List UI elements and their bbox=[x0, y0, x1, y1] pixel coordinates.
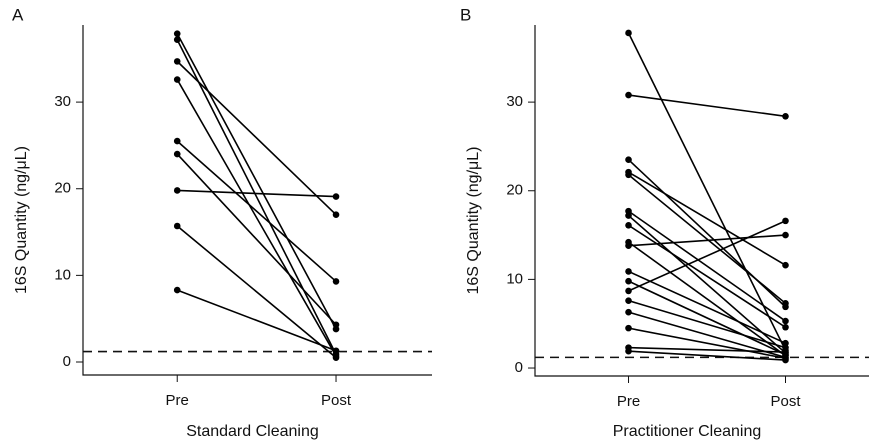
point bbox=[173, 137, 181, 145]
point bbox=[782, 261, 789, 269]
x-tick-label: Post bbox=[321, 392, 352, 409]
y-tick-label: 0 bbox=[63, 353, 71, 370]
y-axis-title: 16S Quantity (ng/μL) bbox=[465, 147, 482, 295]
point bbox=[332, 354, 340, 361]
panel-label: B bbox=[460, 5, 471, 24]
panel-label: A bbox=[12, 5, 24, 24]
y-tick-label: 10 bbox=[54, 266, 71, 283]
point bbox=[625, 277, 632, 285]
pair-line bbox=[628, 311, 786, 359]
pair-line bbox=[176, 289, 337, 352]
pair-line bbox=[628, 220, 786, 292]
point bbox=[332, 278, 340, 285]
y-tick-label: 10 bbox=[506, 270, 523, 287]
point bbox=[332, 193, 340, 200]
point bbox=[782, 317, 789, 325]
point bbox=[782, 323, 789, 331]
x-axis-title: Standard Cleaning bbox=[186, 423, 319, 440]
point bbox=[173, 76, 181, 83]
point bbox=[625, 222, 632, 229]
point bbox=[625, 308, 632, 316]
pair-line bbox=[176, 79, 337, 357]
point bbox=[782, 112, 789, 120]
point bbox=[625, 242, 632, 250]
x-tick-label: Pre bbox=[166, 392, 189, 409]
point bbox=[625, 287, 632, 295]
pair-line bbox=[628, 280, 786, 356]
pair-line bbox=[176, 60, 337, 216]
point bbox=[625, 171, 632, 179]
pair-line bbox=[176, 153, 337, 326]
point bbox=[625, 297, 632, 304]
pair-line bbox=[628, 94, 786, 118]
point bbox=[782, 217, 789, 225]
point bbox=[625, 91, 632, 99]
point bbox=[782, 348, 789, 356]
y-axis-title: 16S Quantity (ng/μL) bbox=[13, 146, 30, 294]
pair-line bbox=[628, 270, 786, 344]
point bbox=[625, 268, 632, 275]
point bbox=[782, 300, 789, 307]
point bbox=[332, 347, 340, 355]
point bbox=[173, 30, 181, 37]
pair-line bbox=[628, 241, 786, 357]
point bbox=[625, 324, 632, 332]
pair-line bbox=[176, 225, 337, 359]
pair-line bbox=[627, 32, 787, 351]
pair-line bbox=[627, 214, 787, 354]
y-tick-label: 20 bbox=[506, 182, 523, 199]
x-axis-title: Practitioner Cleaning bbox=[613, 423, 762, 440]
pair-line bbox=[176, 33, 337, 330]
pair-line bbox=[628, 210, 786, 322]
pair-line bbox=[628, 299, 786, 349]
pair-line bbox=[628, 350, 786, 361]
axis-line bbox=[82, 25, 432, 376]
point bbox=[782, 231, 789, 239]
y-tick-label: 20 bbox=[54, 180, 71, 197]
pair-line bbox=[628, 171, 786, 266]
axis-line bbox=[534, 25, 869, 377]
point bbox=[625, 29, 632, 37]
point bbox=[782, 356, 789, 364]
pair-line bbox=[628, 327, 786, 360]
point bbox=[625, 156, 632, 164]
point bbox=[332, 321, 340, 329]
point bbox=[173, 36, 181, 44]
point bbox=[173, 222, 181, 230]
x-tick-label: Pre bbox=[617, 393, 640, 410]
pair-line bbox=[628, 174, 787, 304]
pair-line bbox=[628, 234, 786, 247]
point bbox=[625, 347, 632, 355]
pair-line bbox=[176, 39, 337, 355]
y-tick-label: 0 bbox=[515, 359, 523, 376]
point bbox=[173, 150, 181, 158]
pair-line bbox=[177, 189, 337, 198]
point bbox=[173, 286, 181, 294]
x-tick-label: Post bbox=[770, 393, 801, 410]
y-tick-label: 30 bbox=[506, 93, 523, 110]
point bbox=[173, 187, 181, 194]
point bbox=[173, 58, 181, 65]
y-tick-label: 30 bbox=[54, 93, 71, 110]
point bbox=[332, 211, 340, 219]
pair-line bbox=[628, 224, 786, 328]
point bbox=[625, 212, 632, 219]
pair-line bbox=[176, 140, 337, 283]
pair-line bbox=[628, 346, 786, 353]
